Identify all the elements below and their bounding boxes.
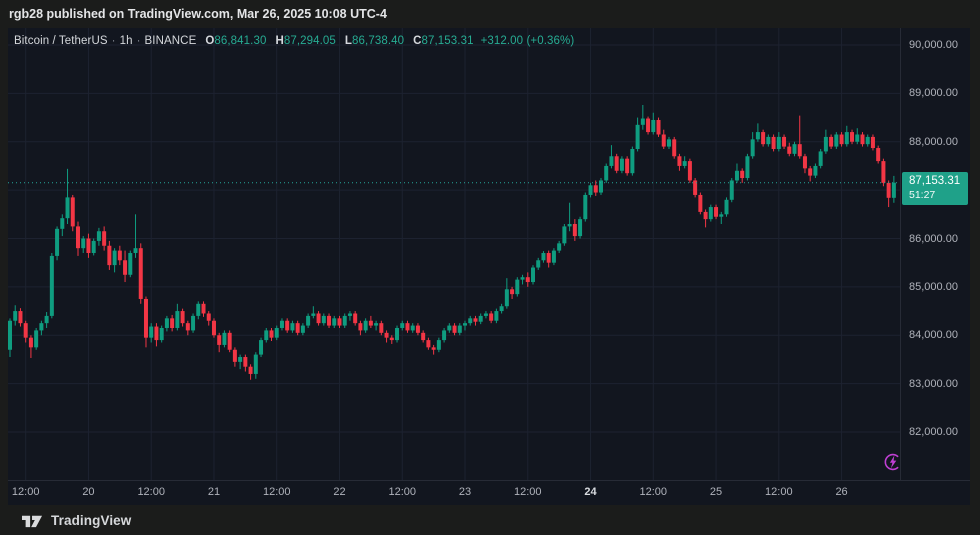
- time-tick-label: 26: [835, 486, 848, 498]
- exchange-label: BINANCE: [144, 35, 197, 47]
- footer-bar: TradingView: [0, 505, 980, 535]
- price-tick-label: 85,000.00: [909, 280, 958, 293]
- price-tick-label: 83,000.00: [909, 377, 958, 390]
- candlestick-chart[interactable]: [8, 28, 970, 505]
- time-tick-label: 12:00: [765, 486, 793, 498]
- boost-button[interactable]: [883, 452, 903, 472]
- price-tick-label: 89,000.00: [909, 87, 958, 100]
- price-tick-label: 84,000.00: [909, 329, 958, 342]
- time-tick-label: 22: [333, 486, 346, 498]
- symbol-name: Bitcoin / TetherUS: [14, 35, 108, 47]
- price-tick-label: 88,000.00: [909, 135, 958, 148]
- time-tick-label: 12:00: [137, 486, 165, 498]
- price-tick-label: 90,000.00: [909, 39, 958, 51]
- chart-area: Bitcoin / TetherUS · 1h · BINANCE O86,841.30 H…: [8, 28, 970, 505]
- low-key: L: [344, 35, 353, 47]
- price-tick-label: 82,000.00: [909, 426, 958, 438]
- time-tick-label: 20: [82, 486, 95, 498]
- interval-label: 1h: [119, 35, 133, 47]
- time-tick-label: 12:00: [388, 486, 417, 498]
- symbol-legend: Bitcoin / TetherUS · 1h · BINANCE O86,841.30 H…: [14, 35, 574, 47]
- price-axis[interactable]: 90,000.00 89,000.00 88,000.00 86,000.00 85,0…: [900, 28, 970, 480]
- time-axis[interactable]: 12:00 20 12:00 21 12:00 22 12:00 23 12:00 24 12:00…: [8, 480, 970, 505]
- high-key: H: [275, 35, 284, 47]
- tradingview-logo[interactable]: [22, 512, 43, 528]
- close-value: 87,153.31: [421, 35, 474, 47]
- bar-countdown: 51:27: [909, 188, 936, 201]
- high-value: 87,294.05: [283, 35, 336, 47]
- time-tick-label: 24: [584, 486, 597, 498]
- time-tick-label: 12:00: [262, 486, 291, 498]
- last-price-label: 87,153.31 51:27: [902, 171, 968, 205]
- time-tick-label: 21: [207, 486, 221, 498]
- time-tick-label: 12:00: [11, 486, 40, 498]
- time-tick-label: 12:00: [639, 486, 668, 498]
- open-value: 86,841.30: [214, 35, 267, 47]
- low-value: 86,738.40: [352, 35, 405, 47]
- top-attribution-bar: rgb28 published on TradingView.com, Mar …: [0, 0, 980, 28]
- time-tick-label: 12:00: [514, 486, 542, 498]
- change-value: +312.00 (+0.36%): [480, 35, 575, 47]
- time-tick-label: 23: [458, 486, 472, 498]
- close-key: C: [413, 35, 422, 47]
- attribution-text: rgb28 published on TradingView.com, Mar …: [9, 7, 387, 21]
- open-key: O: [205, 35, 215, 47]
- price-tick-label: 86,000.00: [909, 232, 958, 245]
- legend-separator: ·: [136, 35, 141, 47]
- last-price-value: 87,153.31: [909, 174, 961, 187]
- legend-separator: ·: [111, 35, 116, 47]
- footer-brand-text[interactable]: TradingView: [51, 512, 132, 528]
- lightning-icon: [884, 453, 899, 471]
- time-tick-label: 25: [709, 486, 723, 498]
